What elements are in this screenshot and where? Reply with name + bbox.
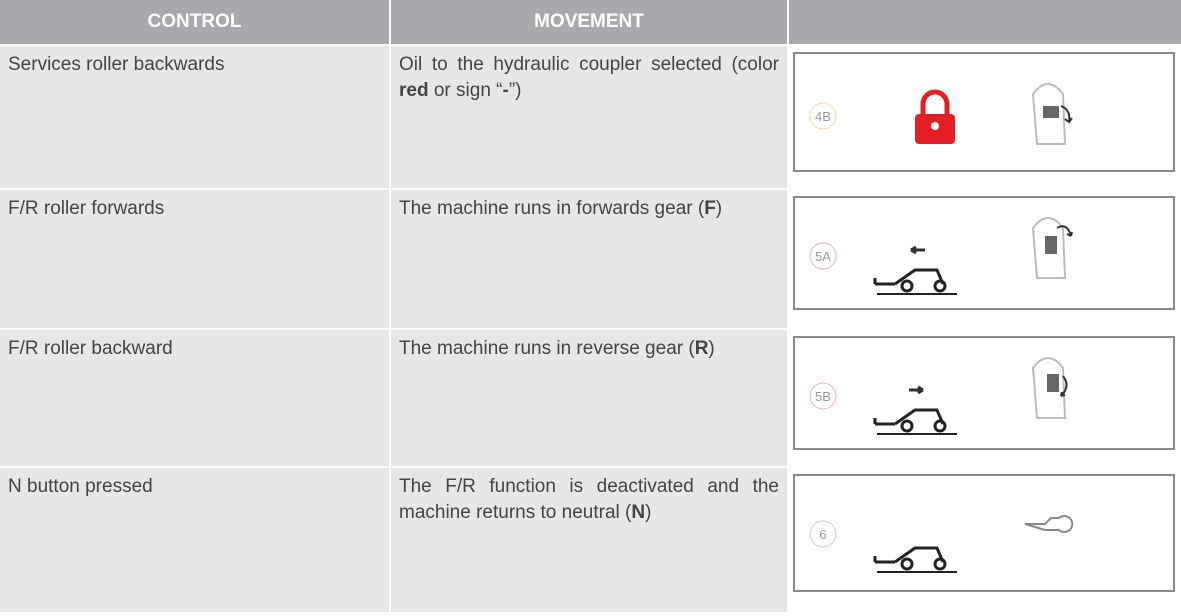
badge-label: 6 bbox=[819, 527, 826, 542]
arrow bbox=[909, 385, 924, 395]
image-cell: 4B bbox=[789, 46, 1181, 188]
lock-shackle bbox=[920, 89, 950, 116]
roller bbox=[1045, 236, 1057, 254]
movement-cell: The F/R function is deactivated and the … bbox=[391, 468, 787, 612]
header-cell bbox=[789, 0, 1181, 44]
text: The machine runs in reverse gear ( bbox=[399, 338, 695, 359]
badge bbox=[809, 520, 837, 548]
header-cell: CONTROL bbox=[0, 0, 389, 44]
control-cell: N button pressed bbox=[0, 468, 389, 612]
badge bbox=[809, 242, 837, 270]
movement-cell: The machine runs in reverse gear (R) bbox=[391, 330, 787, 466]
illustration: 5A bbox=[793, 196, 1175, 310]
text: The F/R function is deactivated and the … bbox=[399, 476, 779, 523]
arrow bbox=[1060, 105, 1073, 124]
movement-cell: Oil to the hydraulic coupler selected (c… bbox=[391, 46, 787, 188]
text: Oil to the hydraulic coupler selected (c… bbox=[399, 54, 779, 75]
text: ”) bbox=[508, 80, 522, 101]
text: - bbox=[502, 80, 509, 101]
illustration: 4B bbox=[793, 52, 1175, 172]
illustration: 6 bbox=[793, 474, 1175, 592]
control-cell: F/R roller forwards bbox=[0, 190, 389, 328]
telehandler bbox=[873, 408, 957, 435]
control-cell: Services roller backwards bbox=[0, 46, 389, 188]
text: The machine runs in forwards gear ( bbox=[399, 198, 705, 219]
text: red bbox=[399, 80, 429, 101]
text: ) bbox=[645, 502, 652, 523]
telehandler bbox=[873, 546, 957, 573]
text: F bbox=[704, 198, 716, 219]
illustration: 5B bbox=[793, 336, 1175, 450]
text: or sign “ bbox=[428, 80, 503, 101]
arrow bbox=[910, 245, 925, 255]
header-cell: MOVEMENT bbox=[391, 0, 787, 44]
badge bbox=[809, 102, 837, 130]
arrow bbox=[1060, 375, 1068, 397]
text: R bbox=[694, 338, 709, 359]
movement-cell: The machine runs in forwards gear (F) bbox=[391, 190, 787, 328]
text: ) bbox=[715, 198, 723, 219]
roller bbox=[1047, 374, 1059, 392]
badge-label: 5A bbox=[815, 249, 831, 264]
badge-label: 4B bbox=[815, 109, 831, 124]
image-cell: 5A bbox=[789, 190, 1181, 328]
control-cell: F/R roller backward bbox=[0, 330, 389, 466]
hand bbox=[1024, 515, 1074, 533]
hand bbox=[1031, 217, 1067, 279]
hand bbox=[1031, 357, 1067, 419]
roller bbox=[1043, 106, 1059, 118]
badge bbox=[809, 382, 837, 410]
telehandler bbox=[873, 268, 957, 295]
badge-label: 5B bbox=[815, 389, 831, 404]
lock-hole bbox=[931, 122, 939, 130]
text: ) bbox=[708, 338, 715, 359]
image-cell: 5B bbox=[789, 330, 1181, 466]
text: N bbox=[631, 502, 646, 523]
image-cell: 6 bbox=[789, 468, 1181, 612]
arrow bbox=[1056, 225, 1073, 237]
hand bbox=[1031, 83, 1067, 145]
